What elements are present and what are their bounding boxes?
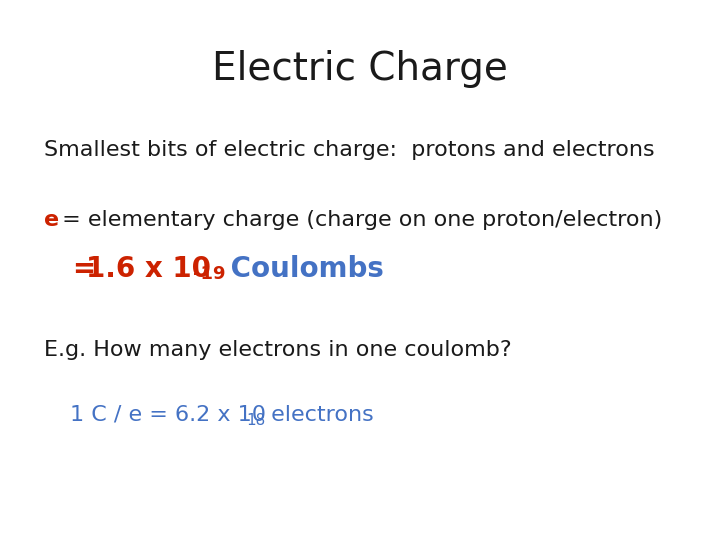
Text: =: = [44, 255, 106, 283]
Text: Coulombs: Coulombs [221, 255, 384, 283]
Text: 1 C / e = 6.2 x 10: 1 C / e = 6.2 x 10 [70, 405, 266, 425]
Text: Smallest bits of electric charge:  protons and electrons: Smallest bits of electric charge: proton… [44, 140, 654, 160]
Text: E.g. How many electrons in one coulomb?: E.g. How many electrons in one coulomb? [44, 340, 512, 360]
Text: 1.6 x 10: 1.6 x 10 [86, 255, 211, 283]
Text: = elementary charge (charge on one proton/electron): = elementary charge (charge on one proto… [55, 210, 662, 230]
Text: Electric Charge: Electric Charge [212, 50, 508, 88]
Text: 18: 18 [246, 413, 265, 428]
Text: e: e [44, 210, 59, 230]
Text: -19: -19 [193, 265, 225, 283]
Text: electrons: electrons [264, 405, 374, 425]
